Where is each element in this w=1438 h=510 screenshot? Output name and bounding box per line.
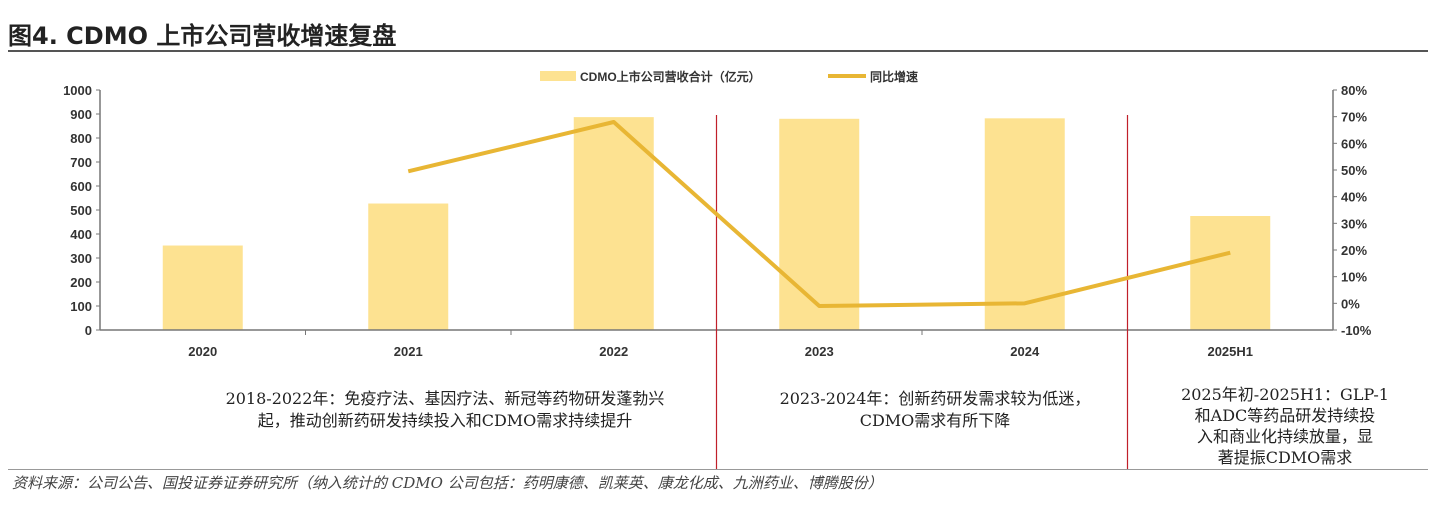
bar-2021 [368,203,449,330]
x-tick-label: 2021 [394,344,423,359]
right-tick-label: 70% [1341,110,1367,125]
x-tick-label: 2025H1 [1207,344,1253,359]
combo-chart: 0 100 200 300 400 500 600 700 800 900 1000 -10% 0% 10… [63,69,1372,470]
annotation-line: 著提振CDMO需求 [1217,448,1353,467]
legend-bar-label: CDMO上市公司营收合计（亿元） [580,69,761,84]
left-tick-label: 700 [70,155,92,170]
x-tick-label: 2024 [1010,344,1040,359]
annotation-line: 2018-2022年：免疫疗法、基因疗法、新冠等药物研发蓬勃兴 [225,389,665,408]
annotation-line: 和ADC等药品研发持续投 [1194,406,1376,425]
right-tick-label: 30% [1341,216,1367,231]
x-tick-label: 2022 [599,344,628,359]
left-tick-label: 800 [70,131,92,146]
right-tick-label: -10% [1341,323,1372,338]
right-tick-label: 60% [1341,136,1367,151]
left-tick-label: 300 [70,251,92,266]
title-divider [8,50,1428,52]
annotation-line: 起，推动创新药研发持续投入和CDMO需求持续提升 [257,411,633,430]
right-tick-label: 80% [1341,83,1367,98]
annotation-line: 入和商业化持续放量，显 [1196,427,1373,446]
legend-line-label: 同比增速 [870,69,918,84]
left-tick-label: 600 [70,179,92,194]
annotation-line: 2025年初-2025H1：GLP-1 [1181,385,1389,404]
right-tick-label: 0% [1341,296,1360,311]
annotation-2018-2022: 2018-2022年：免疫疗法、基因疗法、新冠等药物研发蓬勃兴 起，推动创新药研… [180,388,710,432]
bar-2022 [573,117,654,331]
bar-2023 [779,118,860,330]
source-note: 资料来源：公司公告、国投证券证券研究所（纳入统计的 CDMO 公司包括：药明康德… [12,474,883,492]
source-divider [8,469,1428,470]
x-tick-label: 2023 [805,344,834,359]
left-tick-label: 0 [85,323,92,338]
left-tick-label: 200 [70,275,92,290]
left-tick-label: 500 [70,203,92,218]
annotation-line: 2023-2024年：创新药研发需求较为低迷， [779,389,1091,408]
figure-title: 图4. CDMO 上市公司营收增速复盘 [8,22,397,50]
right-tick-label: 40% [1341,190,1367,205]
legend-bar-swatch [540,71,576,81]
left-tick-label: 1000 [63,83,92,98]
left-tick-label: 900 [70,107,92,122]
x-tick-label: 2020 [188,344,217,359]
bar-2020 [162,245,243,330]
right-tick-label: 10% [1341,270,1367,285]
annotation-line: CDMO需求有所下降 [859,411,1011,430]
right-tick-label: 20% [1341,243,1367,258]
bar-2025H1 [1190,216,1271,330]
annotation-2023-2024: 2023-2024年：创新药研发需求较为低迷， CDMO需求有所下降 [745,388,1125,432]
left-tick-label: 100 [70,299,92,314]
right-tick-label: 50% [1341,163,1367,178]
annotation-2025: 2025年初-2025H1：GLP-1 和ADC等药品研发持续投 入和商业化持续… [1145,384,1425,468]
left-tick-label: 400 [70,227,92,242]
